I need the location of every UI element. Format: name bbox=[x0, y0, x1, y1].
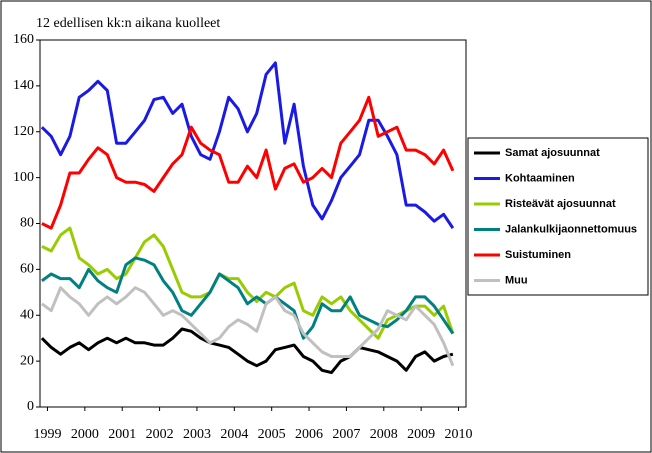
series-line bbox=[40, 61, 455, 229]
y-tick-label: 80 bbox=[20, 216, 34, 231]
x-tick-label: 2000 bbox=[71, 427, 99, 442]
x-tick-label: 1999 bbox=[33, 427, 61, 442]
y-tick-label: 20 bbox=[20, 353, 34, 368]
x-tick-label: 2003 bbox=[183, 427, 211, 442]
series-line bbox=[41, 95, 455, 230]
y-tick-label: 140 bbox=[13, 78, 34, 93]
legend bbox=[467, 137, 649, 296]
y-tick-label: 60 bbox=[20, 262, 34, 277]
legend-label: Risteävät ajosuunnat bbox=[505, 198, 616, 210]
x-tick-label: 2005 bbox=[258, 427, 286, 442]
chart-title: 12 edellisen kk:n aikana kuolleet bbox=[36, 16, 220, 31]
x-tick-label: 2006 bbox=[295, 427, 323, 442]
x-tick-label: 2010 bbox=[445, 427, 473, 442]
y-tick-label: 160 bbox=[13, 32, 34, 47]
x-tick-label: 2008 bbox=[370, 427, 398, 442]
x-tick-label: 2009 bbox=[407, 427, 435, 442]
x-tick-label: 2004 bbox=[220, 427, 248, 442]
legend-label: Suistuminen bbox=[505, 249, 571, 261]
x-tick-label: 2007 bbox=[332, 427, 360, 442]
series-line bbox=[40, 327, 454, 375]
legend-label: Kohtaaminen bbox=[505, 172, 575, 184]
y-tick-label: 120 bbox=[13, 124, 34, 139]
legend-label: Jalankulkijaonnettomuus bbox=[505, 223, 637, 235]
series-line bbox=[41, 286, 455, 367]
x-tick-label: 2002 bbox=[146, 427, 174, 442]
y-tick-label: 100 bbox=[13, 170, 34, 185]
legend-label: Samat ajosuunnat bbox=[505, 147, 600, 159]
legend-label: Muu bbox=[505, 274, 528, 286]
y-tick-label: 0 bbox=[27, 399, 34, 414]
y-tick-label: 40 bbox=[20, 307, 34, 322]
x-tick-label: 2001 bbox=[108, 427, 136, 442]
series-line bbox=[41, 256, 455, 340]
plot-area bbox=[39, 39, 467, 408]
